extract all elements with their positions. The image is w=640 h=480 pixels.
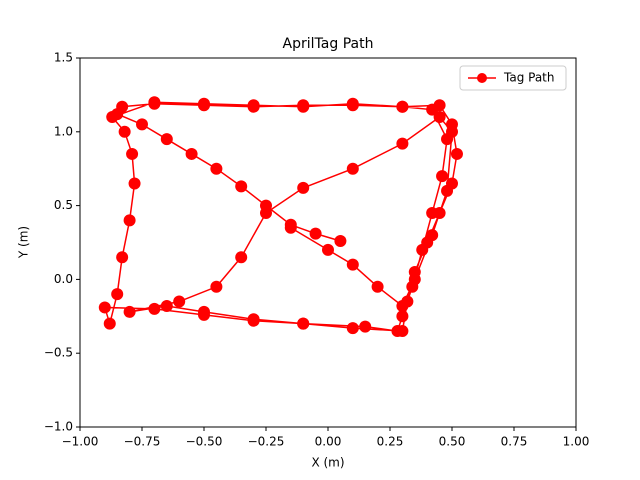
marker — [160, 133, 173, 146]
y-axis-label: Y (m) — [17, 226, 31, 259]
marker — [198, 97, 210, 110]
marker — [436, 170, 449, 183]
y-tick-label: −0.5 — [44, 346, 73, 360]
marker — [426, 229, 439, 242]
marker — [111, 288, 124, 301]
marker — [198, 305, 210, 318]
marker — [148, 96, 161, 109]
marker — [426, 206, 439, 219]
x-tick-label: 0.50 — [439, 435, 466, 449]
marker — [450, 147, 463, 160]
marker — [346, 162, 359, 175]
marker — [173, 295, 186, 308]
legend-label: Tag Path — [503, 71, 555, 85]
marker — [396, 137, 409, 150]
marker — [247, 313, 260, 326]
y-tick-label: −1.0 — [44, 420, 73, 434]
marker — [396, 299, 409, 312]
marker — [123, 214, 136, 227]
x-tick-label: 0.75 — [501, 435, 528, 449]
plot-frame — [79, 57, 577, 428]
x-tick-label: −0.75 — [124, 435, 161, 449]
marker — [346, 322, 359, 335]
marker — [334, 235, 347, 248]
x-tick-label: 0.00 — [315, 435, 342, 449]
marker — [116, 100, 129, 113]
marker — [309, 227, 322, 240]
marker — [235, 251, 248, 264]
marker — [148, 302, 161, 315]
marker — [359, 320, 372, 333]
marker — [391, 325, 404, 338]
x-tick-label: −0.50 — [186, 435, 223, 449]
chart-title: AprilTag Path — [283, 36, 374, 52]
marker — [106, 111, 119, 124]
y-tick-label: 0.0 — [54, 272, 73, 286]
marker — [136, 118, 148, 131]
y-tick-label: 1.0 — [54, 124, 73, 138]
x-tick-label: −0.25 — [248, 435, 285, 449]
marker — [297, 181, 310, 194]
x-tick-label: 1.00 — [563, 435, 590, 449]
marker — [235, 180, 248, 193]
marker — [433, 111, 446, 124]
x-tick-label: −1.00 — [62, 435, 99, 449]
marker — [441, 184, 454, 197]
marker — [446, 125, 458, 138]
marker — [116, 251, 129, 264]
y-tick-label: 1.5 — [54, 51, 73, 65]
marker — [123, 305, 136, 318]
marker — [297, 317, 310, 330]
marker — [247, 99, 260, 112]
x-tick-label: 0.25 — [377, 435, 404, 449]
marker — [118, 125, 131, 138]
marker — [210, 280, 223, 293]
marker — [260, 206, 272, 219]
marker — [284, 221, 297, 234]
legend-box — [459, 65, 567, 91]
marker — [126, 147, 139, 160]
marker — [210, 162, 223, 175]
marker — [396, 310, 409, 323]
marker — [98, 301, 111, 314]
marker — [408, 273, 421, 286]
marker — [416, 243, 429, 256]
marker — [185, 147, 198, 160]
y-tick-label: 0.5 — [54, 198, 73, 212]
marker — [322, 243, 334, 256]
marker — [103, 317, 116, 330]
marker — [128, 177, 141, 190]
marker — [160, 299, 173, 312]
legend-marker — [477, 73, 487, 83]
marker — [371, 280, 384, 293]
marker — [346, 97, 359, 110]
marker — [297, 100, 310, 113]
marker — [426, 103, 439, 116]
x-axis-label: X (m) — [311, 456, 344, 470]
marker — [346, 258, 359, 271]
marker — [396, 100, 409, 113]
